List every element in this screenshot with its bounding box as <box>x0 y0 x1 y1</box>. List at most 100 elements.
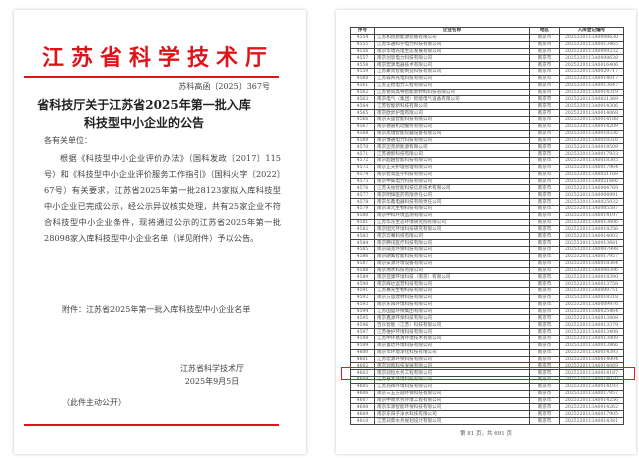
cell-region: 南京市 <box>529 417 560 425</box>
cell-region: 南京市 <box>529 287 560 295</box>
cell-serial: 4607 <box>350 396 375 405</box>
cell-serial: 4575 <box>350 177 375 186</box>
cell-reg-number: 2025320113A0014209 <box>559 122 624 131</box>
cell-reg-number: 2025320113A0017957 <box>559 389 624 398</box>
cell-serial: 4609 <box>350 410 375 419</box>
cell-serial: 4606 <box>350 389 375 398</box>
cell-region: 南京市 <box>529 252 560 261</box>
table-row: 4610 江苏润景水务规划设计有限公司 南京市 2025320113A0014381 <box>350 417 624 425</box>
table-row: 4581 江苏华东生态环境研究院有限公司 南京市 2025320113A0013606 <box>350 218 624 227</box>
cell-company-name: 南京电气（集团）智能电气设备有限公司 <box>374 95 530 104</box>
signature-block: 江苏省科学技术厅 2025年9月5日 <box>180 362 244 388</box>
table-row: 4565 南京欧昇护理有限公司 南京市 2025320113A0014068 <box>350 109 624 117</box>
cell-company-name: 江苏中环易清环境技术有限公司 <box>374 334 530 343</box>
cell-serial: 4574 <box>350 170 375 179</box>
cell-reg-number: 2025320113A0013808 <box>559 314 624 323</box>
cell-company-name: 南京鑫源环保科技有限公司 <box>374 314 530 323</box>
cell-region: 南京市 <box>529 157 560 165</box>
signer: 江苏省科学技术厅 <box>180 364 244 373</box>
cell-serial: 4592 <box>350 293 375 302</box>
cell-region: 南京市 <box>529 61 560 70</box>
cell-company-name: 南京东阳子净水科技有限公司 <box>374 410 530 419</box>
cell-region: 南京市 <box>529 122 560 131</box>
cell-region: 南京市 <box>529 81 560 90</box>
cell-region: 南京市 <box>529 341 560 350</box>
table-row: 4589 南京亚康环境科技（南京）有限公司 南京市 2025320113A001839… <box>350 273 624 282</box>
table-row: 4582 南京国元环境科技研究有限公司 南京市 2025320113A0018356 <box>350 225 624 234</box>
company-list-table: 序号 企业名称 地区 入库登记编号 4554 江苏和创新能源装备有限公司 南京市 20… <box>350 27 624 425</box>
cell-reg-number: 2025320113A0013758 <box>559 280 624 289</box>
cell-region: 南京市 <box>529 239 560 247</box>
cell-reg-number: 2025320113A0013809 <box>559 334 624 343</box>
cell-serial: 4588 <box>350 266 375 275</box>
cell-company-name: 江苏森邦光电科技有限公司 <box>374 74 530 83</box>
cell-reg-number: 2025320113A0014262 <box>559 403 624 412</box>
table-row: 4575 南京中威电力科技有限公司 南京市 2025320113A0021666 <box>350 177 624 186</box>
cell-region: 南京市 <box>529 191 560 200</box>
cell-company-name: 南京中威电力科技有限公司 <box>374 177 530 186</box>
cell-serial: 4576 <box>350 184 375 193</box>
cell-region: 南京市 <box>529 74 560 83</box>
cell-reg-number: 2025320113A0018365 <box>559 157 624 165</box>
cell-region: 南京市 <box>529 314 560 323</box>
table-row: 4557 南京创思电力科技有限公司 南京市 2025320113A0008638 <box>350 54 624 63</box>
cell-company-name: 南京正天护理管理有限公司 <box>374 163 530 172</box>
cell-company-name: 南京安源环境设备有限公司 <box>374 259 530 268</box>
cell-reg-number: 2025320113A0013606 <box>559 218 624 227</box>
table-row: 4607 南京中南水务环境工程有限公司 南京市 2025320113A0014256 <box>350 396 624 405</box>
footer-red-line <box>24 424 279 426</box>
cell-company-name: 江苏润祥环境科技有限公司 <box>374 382 530 391</box>
cell-reg-number: 2025320113A0013681 <box>559 239 624 247</box>
table-row: 4605 江苏润祥环境科技有限公司 南京市 2025320113A0014193 <box>350 382 624 391</box>
cell-region: 南京市 <box>529 355 560 364</box>
cell-region: 南京市 <box>529 246 560 254</box>
cell-company-name: 南京中南水务环境工程有限公司 <box>374 396 530 405</box>
cell-reg-number: 2025320113A0016406 <box>559 61 624 70</box>
cell-company-name: 南京方盛建材科技有限公司 <box>374 293 530 302</box>
cell-region: 南京市 <box>529 225 560 234</box>
cell-serial: 4605 <box>350 382 375 391</box>
cell-region: 南京市 <box>529 293 560 302</box>
cell-reg-number: 2025320113A0025464 <box>559 307 624 316</box>
cell-reg-number: 2025320113A0013866 <box>559 341 624 350</box>
cell-company-name: 江苏协同高导智能新材料科技有限公司 <box>374 88 530 97</box>
cell-serial: 4561 <box>350 81 375 90</box>
cell-region: 南京市 <box>529 136 560 145</box>
table-row: 4569 南京博通电力科技有限公司 南京市 2025320113A0018316 <box>350 136 624 145</box>
cell-reg-number: 2025320113A0004769 <box>559 184 624 193</box>
cell-reg-number: 2025320113A0008306 <box>559 266 624 275</box>
cell-company-name: 南京迈克新能源有限公司 <box>374 143 530 152</box>
table-row: 4561 江苏正稳电力工程有限公司 南京市 2025320113A0013647 <box>350 81 624 90</box>
table-row: 4577 南京明辉医药有限责任公司 南京市 2025320113A0004991 <box>350 191 624 200</box>
cell-reg-number: 2025320113A0018356 <box>559 225 624 234</box>
cell-region: 南京市 <box>529 307 560 316</box>
cell-reg-number: 2025320113A0014393 <box>559 348 624 357</box>
cell-company-name: 江苏赛光生物科技有限公司 <box>374 287 530 295</box>
cell-region: 南京市 <box>529 102 560 111</box>
table-row: 4592 南京方盛建材科技有限公司 南京市 2025320113A0018318 <box>350 293 624 302</box>
cell-reg-number: 2025320113A0014188 <box>559 115 624 124</box>
table-row: 4567 南京德嘉机动服务有限公司 南京市 2025320113A0014209 <box>350 122 624 131</box>
cell-serial: 4582 <box>350 225 375 234</box>
cell-serial: 4556 <box>350 47 375 56</box>
cell-serial: 4595 <box>350 314 375 323</box>
table-row: 4570 南京迈克新能源有限公司 南京市 2025320113A0018509 <box>350 143 624 152</box>
table-row: 4590 南京辉达运营科技有限公司 南京市 2025320113A0013758 <box>350 280 624 289</box>
cell-serial: 4600 <box>350 348 375 357</box>
table-row: 4556 南京华瑞光电生态发展有限公司 南京市 2025320113A0009232 <box>350 47 624 56</box>
cell-serial: 4577 <box>350 191 375 200</box>
attachment-page: 序号 企业名称 地区 入库登记编号 4554 江苏和创新能源装备有限公司 南京市 20… <box>336 10 636 454</box>
cell-region: 南京市 <box>529 150 560 159</box>
cell-reg-number: 2025320113A0018336 <box>559 129 624 138</box>
table-row: 4588 南京溯水科技有限公司 南京市 2025320113A0008306 <box>350 266 624 275</box>
cell-reg-number: 2025320113A0004991 <box>559 191 624 200</box>
cell-reg-number: 2025320113A0017957 <box>559 252 624 261</box>
table-row: 4564 江苏智能新科技有限公司 南京市 2025320113A0014306 <box>350 102 624 111</box>
cell-region: 南京市 <box>529 47 560 56</box>
table-row: 4593 南京东阳环境科技有限公司 南京市 2025320113A0009976 <box>350 300 624 309</box>
cell-reg-number: 2025320113A0013647 <box>559 81 624 90</box>
cell-serial: 4564 <box>350 102 375 111</box>
cell-reg-number: 2025320113A0021168 <box>559 170 624 179</box>
table-row: 4583 南京云骞科技有限公司 南京市 2025320113A0014002 <box>350 232 624 241</box>
cell-reg-number: 2025320113A0014017 <box>559 74 624 83</box>
